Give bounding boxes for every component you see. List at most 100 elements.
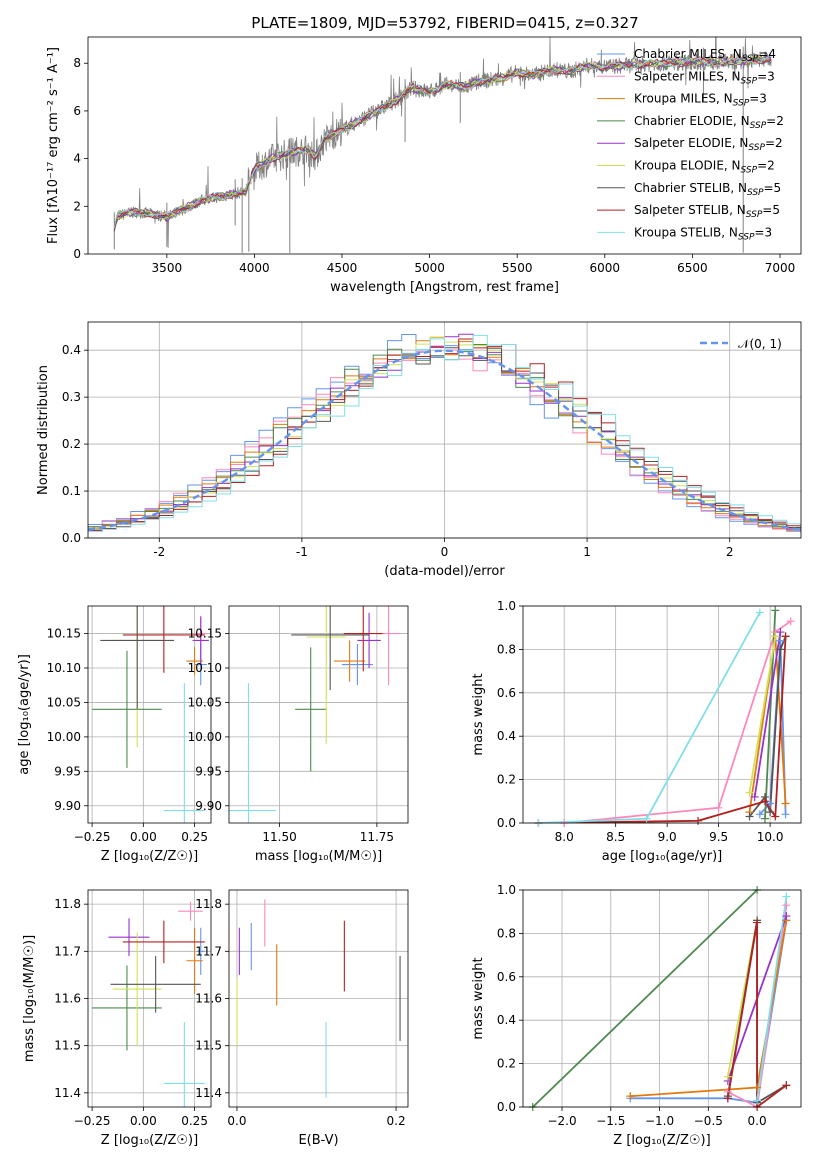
x-axis-label: wavelength [Angstrom, rest frame] bbox=[330, 280, 559, 295]
weight-point-marker bbox=[782, 912, 791, 921]
legend-tail: =5 bbox=[764, 181, 782, 195]
y-tick-label: 2 bbox=[73, 199, 81, 213]
plot-area bbox=[532, 890, 788, 1107]
legend-entry: Chabrier STELIB, NSSP=5 bbox=[634, 181, 781, 198]
legend-sub: SSP bbox=[738, 232, 755, 242]
x-tick-label: -2 bbox=[153, 545, 165, 559]
chart-age_vs_mass: 11.50 11.75 9.90 9.95 10.00 10.05 10.10 10.15 ma… bbox=[188, 605, 409, 864]
x-tick-label: −0.5 bbox=[694, 1114, 723, 1128]
x-tick-label: −2.0 bbox=[547, 1114, 576, 1128]
x-tick-label: 6500 bbox=[677, 261, 708, 275]
x-tick-label: 0.00 bbox=[130, 1114, 157, 1128]
legend-entry: Salpeter MILES, NSSP=3 bbox=[634, 69, 775, 86]
legend-entry: Kroupa STELIB, NSSP=3 bbox=[634, 225, 772, 242]
weight-series-line bbox=[753, 631, 782, 798]
x-tick-label: 6000 bbox=[590, 261, 621, 275]
weight-point-marker bbox=[776, 628, 785, 637]
y-tick-label: 11.7 bbox=[195, 944, 222, 958]
histogram-steps bbox=[88, 334, 801, 534]
y-tick-label: 0.3 bbox=[62, 390, 81, 404]
x-tick-label: 7000 bbox=[765, 261, 796, 275]
legend-text: Salpeter ELODIE, N bbox=[634, 136, 748, 150]
plot-area bbox=[113, 37, 772, 253]
y-axis-label: mass [log₁₀(M/M☉)] bbox=[22, 935, 37, 1062]
x-tick-label: 0.0 bbox=[227, 1114, 246, 1128]
x-tick-label: −0.25 bbox=[74, 1114, 111, 1128]
chart-mass_vs_ebv: 0.0 0.2 11.4 11.5 11.6 11.7 11.8 E(B-V) bbox=[195, 889, 409, 1148]
y-tick-label: 10.10 bbox=[188, 661, 222, 675]
weight-point-marker bbox=[771, 632, 780, 641]
y-tick-label: 0.2 bbox=[497, 1057, 516, 1071]
x-tick-label: 1 bbox=[583, 545, 591, 559]
y-tick-label: 0 bbox=[73, 247, 81, 261]
y-tick-label: 10.05 bbox=[47, 695, 81, 709]
y-tick-label: 8 bbox=[73, 56, 81, 70]
legend-text: Salpeter STELIB, N bbox=[634, 203, 746, 217]
weight-point-marker bbox=[753, 918, 762, 927]
model-fit-line bbox=[113, 54, 772, 228]
weight-point-marker bbox=[723, 1072, 732, 1081]
figure-title: PLATE=1809, MJD=53792, FIBERID=0415, z=0… bbox=[251, 14, 638, 32]
x-axis-label: (data-model)/error bbox=[384, 564, 505, 579]
weight-series-line bbox=[748, 636, 777, 793]
chart-mass_vs_Z: −0.25 0.00 0.25 11.4 11.5 11.6 11.7 11.8 Z [log₁… bbox=[22, 889, 212, 1148]
plot-area bbox=[229, 606, 401, 823]
legend-sub: SSP bbox=[741, 76, 758, 86]
x-tick-label: 9.5 bbox=[709, 830, 728, 844]
legend-tail: =3 bbox=[757, 69, 775, 83]
x-axis-label: Z [log₁₀(Z/Z☉)] bbox=[613, 1133, 710, 1148]
weight-series-line bbox=[726, 922, 787, 1107]
y-tick-label: 11.5 bbox=[54, 1039, 81, 1053]
chart-weight_vs_age: 8.0 8.5 9.0 9.5 10.0 0.0 0.2 0.4 0.6 0.8 1.0 age [l… bbox=[471, 599, 802, 864]
y-tick-label: 4 bbox=[73, 152, 81, 166]
weight-point-marker bbox=[626, 1092, 635, 1101]
x-tick-label: −0.25 bbox=[74, 830, 111, 844]
x-tick-label: -1 bbox=[296, 545, 308, 559]
y-tick-label: 0.8 bbox=[497, 926, 516, 940]
legend-tail: =5 bbox=[762, 203, 780, 217]
chart-weight_vs_Z: −2.0 −1.5 −1.0 −0.5 0.0 0.0 0.2 0.4 0.6 0.8 1.0 Z [… bbox=[471, 883, 802, 1148]
chart-residuals: -2 -1 0 1 2 0.0 0.1 0.2 0.3 0.4 (data-model)/error… bbox=[36, 321, 802, 579]
y-tick-label: 9.95 bbox=[195, 764, 222, 778]
y-tick-label: 0.2 bbox=[62, 437, 81, 451]
plot-area bbox=[88, 333, 801, 534]
y-tick-label: 0.0 bbox=[497, 816, 516, 830]
x-tick-label: 3500 bbox=[152, 261, 183, 275]
weight-point-marker bbox=[642, 814, 651, 823]
y-tick-label: 9.90 bbox=[195, 799, 222, 813]
weight-point-marker bbox=[781, 799, 790, 808]
y-tick-label: 11.4 bbox=[195, 1086, 222, 1100]
weight-point-marker bbox=[776, 636, 785, 645]
y-tick-label: 10.00 bbox=[188, 730, 222, 744]
weight-point-marker bbox=[760, 797, 769, 806]
y-axis-label: mass weight bbox=[471, 673, 486, 755]
y-tick-label: 0.8 bbox=[497, 642, 516, 656]
weight-point-marker bbox=[755, 608, 764, 617]
x-tick-label: 8.0 bbox=[555, 830, 574, 844]
weight-point-marker bbox=[760, 814, 769, 823]
legend-text: Kroupa STELIB, N bbox=[634, 225, 738, 239]
y-tick-label: 11.8 bbox=[54, 897, 81, 911]
x-tick-label: 0.0 bbox=[748, 1114, 767, 1128]
x-tick-label: 4000 bbox=[239, 261, 270, 275]
y-axis-label: Flux [fλ10⁻¹⁷ erg cm⁻² s⁻¹ A⁻¹] bbox=[46, 47, 61, 244]
legend-sub: SSP bbox=[748, 143, 765, 153]
weight-point-marker bbox=[781, 632, 790, 641]
x-axis-label: Z [log₁₀(Z/Z☉)] bbox=[101, 849, 198, 864]
legend-entry: Salpeter STELIB, NSSP=5 bbox=[634, 203, 780, 220]
weight-point-marker bbox=[714, 803, 723, 812]
legend-text: Chabrier STELIB, N bbox=[634, 181, 747, 195]
y-tick-label: 0.4 bbox=[497, 729, 516, 743]
y-tick-label: 0.4 bbox=[497, 1013, 516, 1027]
x-axis-label: E(B-V) bbox=[298, 1133, 338, 1148]
legend-tail: =2 bbox=[757, 159, 775, 173]
x-tick-label: −1.0 bbox=[645, 1114, 674, 1128]
legend-sub: SSP bbox=[750, 121, 767, 131]
y-tick-label: 0.6 bbox=[497, 970, 516, 984]
x-tick-label: 0.25 bbox=[181, 830, 208, 844]
y-tick-label: 0.6 bbox=[497, 686, 516, 700]
y-tick-label: 9.95 bbox=[54, 764, 81, 778]
y-tick-label: 6 bbox=[73, 104, 81, 118]
